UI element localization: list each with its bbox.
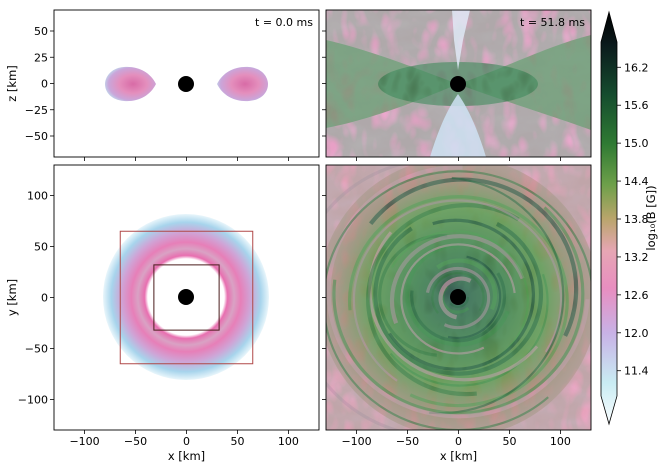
black-hole — [450, 76, 466, 92]
time-label: t = 0.0 ms — [255, 16, 313, 29]
x-axis-label: x [km] — [440, 449, 477, 463]
colorbar-tick-label: 11.4 — [624, 365, 649, 378]
colorbar-tick-label: 12.0 — [624, 327, 649, 340]
colorbar-bar — [600, 10, 618, 426]
panel-top-right: t = 51.8 ms — [325, 9, 592, 158]
time-label: t = 51.8 ms — [520, 16, 585, 29]
black-hole — [450, 289, 466, 305]
x-axis-label: x [km] — [168, 449, 205, 463]
y-tick-label: 50 — [34, 241, 48, 254]
x-tick-label: 0 — [455, 435, 462, 448]
y-tick-label: −100 — [18, 393, 48, 406]
colorbar-tick-label: 12.6 — [624, 289, 649, 302]
zoom-box — [119, 230, 254, 365]
y-tick-label: −25 — [25, 104, 48, 117]
colorbar-tick-label: 13.8 — [624, 213, 649, 226]
colorbar-tick-label: 14.4 — [624, 175, 649, 188]
colorbar-tick-label: 15.0 — [624, 137, 649, 150]
torus-cross-section-left — [105, 66, 156, 102]
x-tick-label: 100 — [550, 435, 571, 448]
x-tick-label: 0 — [183, 435, 190, 448]
y-tick-label: −50 — [25, 130, 48, 143]
y-tick-label: 50 — [34, 25, 48, 38]
y-tick-label: 25 — [34, 51, 48, 64]
y-tick-label: 100 — [27, 190, 48, 203]
black-hole — [178, 289, 194, 305]
colorbar-tick-label: 16.2 — [624, 61, 649, 74]
y-tick-label: −50 — [25, 342, 48, 355]
colorbar-tick-label: 13.2 — [624, 251, 649, 264]
colorbar-label: log₁₀(B [G]) — [644, 185, 658, 250]
black-hole — [178, 76, 194, 92]
colorbar-tick-label: 15.6 — [624, 99, 649, 112]
x-tick-label: 50 — [230, 435, 244, 448]
x-tick-label: −50 — [124, 435, 147, 448]
x-tick-label: 100 — [278, 435, 299, 448]
polar-funnel-bottom — [430, 94, 486, 157]
x-tick-label: −100 — [69, 435, 99, 448]
y-axis-label: y [km] — [5, 279, 19, 316]
zoom-box — [153, 264, 220, 331]
panel-bottom-right — [325, 164, 592, 431]
x-tick-label: 50 — [502, 435, 516, 448]
y-tick-label: 0 — [41, 78, 48, 91]
polar-funnel-top — [452, 10, 470, 70]
colorbar: 16.2 15.6 15.0 14.4 13.8 13.2 12.6 12.0 11.4 log… — [600, 10, 658, 426]
x-tick-label: −50 — [396, 435, 419, 448]
y-tick-label: 0 — [41, 292, 48, 305]
panel-bottom-left — [53, 164, 320, 431]
panel-top-left: t = 0.0 ms — [53, 9, 320, 158]
x-tick-label: −100 — [341, 435, 371, 448]
torus-cross-section-right — [217, 66, 268, 102]
y-axis-label: z [km] — [5, 65, 19, 102]
